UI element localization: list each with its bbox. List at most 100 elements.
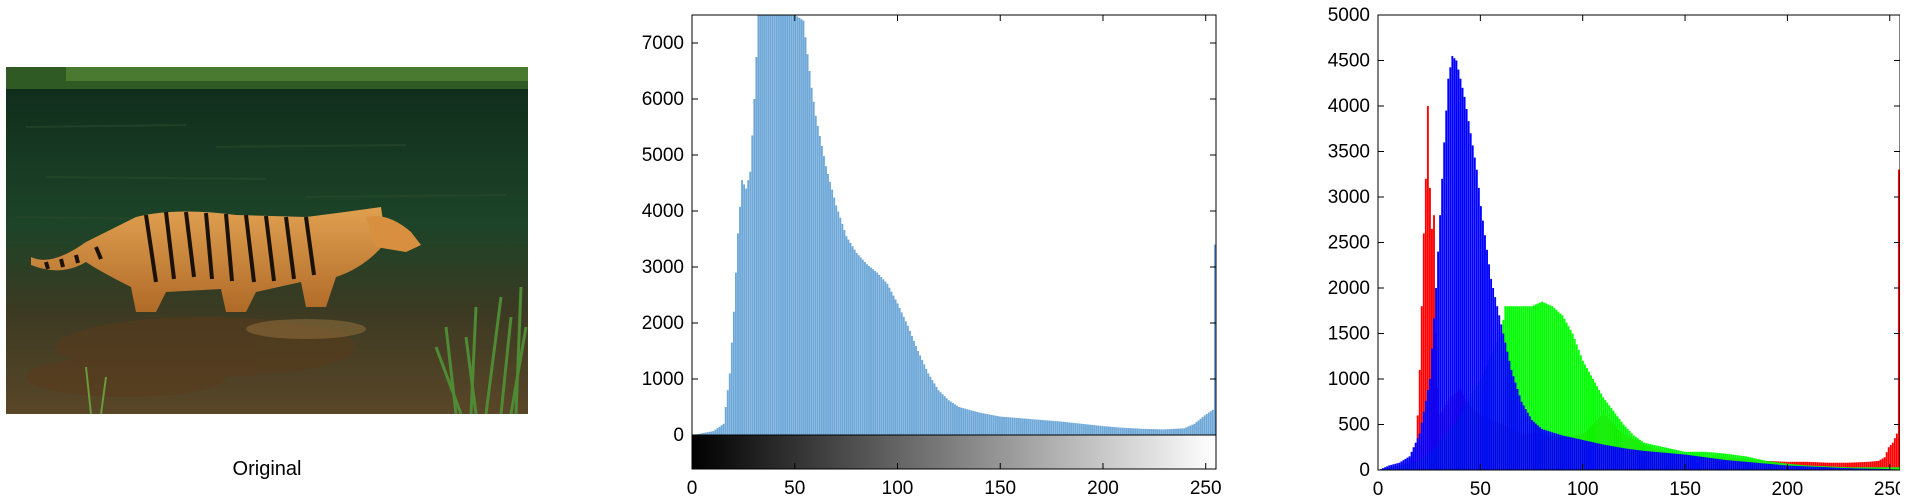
histogram-bar <box>700 433 703 435</box>
histogram-bar <box>767 15 770 435</box>
histogram-bar <box>782 15 784 435</box>
histogram-bar <box>1078 423 1081 435</box>
histogram-bar <box>1089 424 1091 435</box>
histogram-bar <box>1424 400 1427 470</box>
histogram-bar <box>1583 440 1586 470</box>
histogram-bar <box>951 402 954 435</box>
histogram-bar <box>1673 453 1676 470</box>
grayscale-histogram: 0 1000 2000 3000 4000 5000 6000 7000 0 50 100 150 20… <box>642 14 1222 499</box>
histogram-bar <box>1428 187 1431 470</box>
x-tick-label: 100 <box>1567 479 1599 500</box>
histogram-bar <box>956 405 958 435</box>
histogram-bar <box>1745 461 1747 470</box>
histogram-bar <box>732 311 735 435</box>
histogram-bar <box>1761 463 1764 470</box>
histogram-bar <box>1844 462 1847 470</box>
histogram-bar <box>1177 428 1179 435</box>
histogram-bar <box>876 272 879 435</box>
histogram-bar <box>1156 429 1159 435</box>
histogram-bar <box>1437 251 1440 470</box>
histogram-bar <box>1897 467 1900 470</box>
histogram-bar <box>1547 430 1550 470</box>
histogram-bar <box>1105 426 1108 435</box>
histogram-bar <box>1596 443 1599 470</box>
histogram-bar <box>1191 424 1194 435</box>
histogram-bar <box>927 373 930 435</box>
histogram-bar <box>1524 409 1527 470</box>
histogram-bar <box>1577 349 1580 470</box>
histogram-bar <box>1590 375 1592 470</box>
histogram-bar <box>751 135 754 435</box>
histogram-bar <box>880 277 883 435</box>
histogram-bar <box>1164 429 1167 435</box>
histogram-bar <box>1665 452 1668 470</box>
histogram-bar <box>820 146 823 436</box>
histogram-bar <box>1855 462 1858 470</box>
histogram-bar <box>1211 409 1214 435</box>
histogram-bar <box>1677 453 1680 470</box>
histogram-bar <box>1787 465 1790 470</box>
histogram-bar <box>1614 446 1617 470</box>
histogram-bar <box>1484 235 1486 470</box>
histogram-bar <box>1736 461 1739 470</box>
histogram-bar <box>1867 461 1870 470</box>
histogram-bar <box>706 432 709 435</box>
histogram-bar <box>1549 431 1552 470</box>
histogram-bar <box>1645 451 1647 470</box>
histogram-bar <box>1563 435 1566 471</box>
histogram-bar <box>730 342 733 435</box>
histogram-bar <box>1626 448 1629 470</box>
histogram-bar <box>1085 424 1087 435</box>
histogram-bar <box>1162 429 1165 435</box>
histogram-bar <box>1443 142 1446 470</box>
histogram-bar <box>1779 464 1782 470</box>
histogram-bar <box>1553 308 1556 470</box>
histogram-bar <box>1747 461 1749 470</box>
histogram-bar <box>737 233 739 435</box>
histogram-bar <box>1502 333 1505 470</box>
histogram-bar <box>1524 306 1527 470</box>
histogram-bar <box>1885 467 1888 470</box>
histogram-bar <box>1044 420 1046 435</box>
histogram-bar <box>1545 430 1548 470</box>
histogram-bar <box>1577 439 1580 470</box>
histogram-bar <box>1072 422 1075 435</box>
histogram-bar <box>1459 78 1462 470</box>
histogram-bar <box>1428 379 1431 470</box>
histogram-bar <box>1068 422 1071 435</box>
histogram-bar <box>1889 467 1892 470</box>
histogram-bar <box>790 15 793 435</box>
y-tick-label: 4000 <box>1328 96 1370 117</box>
histogram-bar <box>1765 463 1768 470</box>
histogram-bar <box>1522 405 1525 470</box>
histogram-bar <box>1447 78 1450 470</box>
histogram-bar <box>1620 421 1623 470</box>
histogram-bar <box>870 267 872 435</box>
histogram-bar <box>1469 133 1472 471</box>
histogram-bar <box>1592 379 1594 470</box>
histogram-bar <box>1121 427 1124 435</box>
histogram-bar <box>1622 424 1625 470</box>
histogram-bar <box>1869 468 1872 470</box>
histogram-bar <box>1606 402 1609 470</box>
y-tick-label: 0 <box>673 425 684 446</box>
histogram-bar <box>843 230 846 435</box>
histogram-bar <box>1013 417 1016 435</box>
histogram-bar <box>1021 418 1024 435</box>
histogram-bar <box>1869 461 1872 470</box>
histogram-bar <box>739 206 741 435</box>
histogram-bar <box>1113 427 1116 435</box>
histogram-bar <box>849 242 852 435</box>
histogram-bar <box>788 15 791 435</box>
histogram-bar <box>1610 445 1613 470</box>
histogram-bar <box>1671 453 1674 470</box>
histogram-bar <box>884 281 887 435</box>
x-tick-label: 50 <box>1470 479 1491 500</box>
histogram-bar <box>1853 468 1855 470</box>
histogram-bar <box>1400 461 1403 470</box>
histogram-bar <box>1535 304 1537 470</box>
histogram-bar <box>1199 418 1202 435</box>
histogram-bar <box>718 426 721 435</box>
histogram-bar <box>1789 465 1792 470</box>
histogram-bar <box>1506 351 1509 470</box>
